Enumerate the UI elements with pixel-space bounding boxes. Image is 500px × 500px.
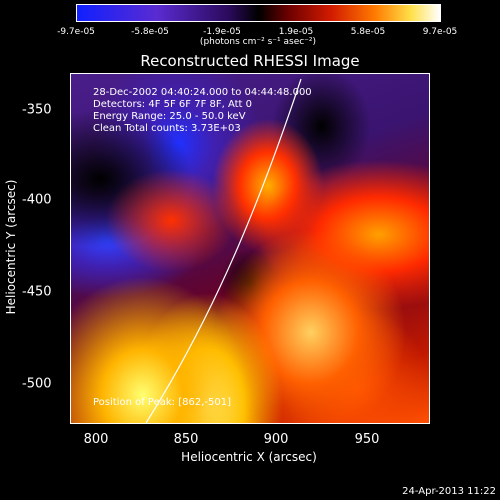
colorbar-tick-label: -1.9e-05 <box>203 27 241 37</box>
colorbar-tick-label: 1.9e-05 <box>278 27 314 37</box>
detectors-annotation: Detectors: 4F 5F 6F 7F 8F, Att 0 <box>93 99 253 110</box>
x-tick-label: 850 <box>173 432 199 447</box>
colorbar-tick-label: -5.8e-05 <box>131 27 169 37</box>
colorbar-units: (photons cm⁻² s⁻¹ asec⁻²) <box>199 37 317 47</box>
energy-range-annotation: Energy Range: 25.0 - 50.0 keV <box>93 111 246 122</box>
x-tick-label: 950 <box>354 432 380 447</box>
y-tick-label: -500 <box>22 376 52 392</box>
colorbar-tick-label: -9.7e-05 <box>57 27 95 37</box>
y-tick-label: -350 <box>22 102 52 118</box>
x-tick-label: 800 <box>83 432 109 447</box>
peak-position-annotation: Position of Peak: [862,-501] <box>93 397 231 408</box>
colorbar <box>76 4 441 22</box>
y-axis-label: Heliocentric Y (arcsec) <box>4 179 18 315</box>
colorbar-tick-label: 5.8e-05 <box>350 27 386 37</box>
time-range-annotation: 28-Dec-2002 04:40:24.000 to 04:44:48.000 <box>93 87 312 98</box>
x-tick-label: 900 <box>263 432 289 447</box>
solar-limb-line <box>145 78 302 423</box>
y-tick-label: -450 <box>22 284 52 300</box>
plot-timestamp: 24-Apr-2013 11:22 <box>402 486 496 497</box>
image-title: Reconstructed RHESSI Image <box>140 52 360 70</box>
x-axis-label: Heliocentric X (arcsec) <box>181 450 317 464</box>
colorbar-tick-label: 9.7e-05 <box>422 27 458 37</box>
clean-counts-annotation: Clean Total counts: 3.73E+03 <box>93 123 241 134</box>
y-tick-label: -400 <box>22 192 52 208</box>
rhessi-image-panel <box>70 73 430 424</box>
